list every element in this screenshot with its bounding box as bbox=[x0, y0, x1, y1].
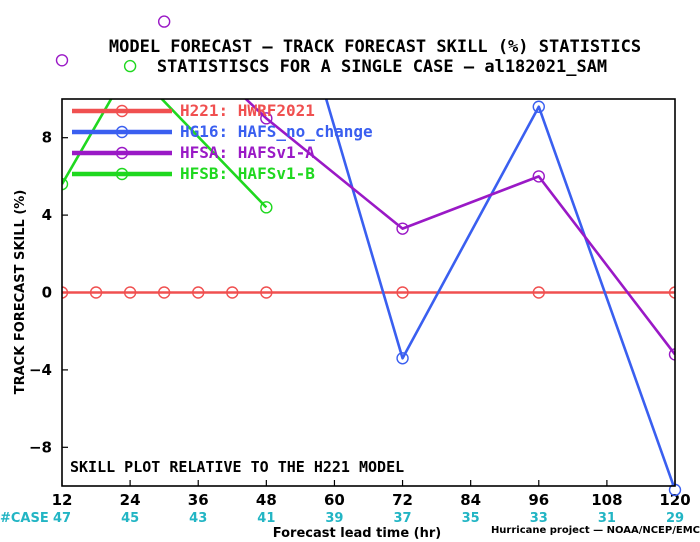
series-3 bbox=[62, 99, 273, 214]
data-point bbox=[62, 286, 69, 299]
legend: H221: HWRF2021 HG16: HAFS_no_change HFSA: … bbox=[72, 101, 373, 183]
data-point bbox=[260, 201, 273, 214]
series-2 bbox=[244, 99, 675, 361]
data-point bbox=[668, 286, 675, 299]
case-count: 35 bbox=[462, 511, 480, 526]
case-count: 47 bbox=[53, 511, 71, 526]
series-line bbox=[324, 99, 675, 486]
x-tick-label: 12 bbox=[52, 491, 73, 509]
legend-marker bbox=[115, 167, 129, 181]
y-axis-label: TRACK FORECAST SKILL (%) bbox=[13, 190, 28, 395]
case-count: 33 bbox=[530, 511, 548, 526]
series-layer bbox=[62, 99, 675, 486]
data-point bbox=[668, 348, 675, 361]
x-tick-label: 84 bbox=[460, 491, 481, 509]
y-tick-label: −4 bbox=[29, 361, 52, 379]
case-counts: 47 45 43 41 39 37 35 33 31 29 bbox=[53, 511, 684, 526]
chart-subtitle: STATISTISCS FOR A SINGLE CASE — al182021… bbox=[157, 57, 607, 77]
case-count: 31 bbox=[598, 511, 616, 526]
data-point bbox=[260, 112, 273, 125]
x-tick-label: 120 bbox=[659, 491, 690, 509]
x-tick-label: 60 bbox=[324, 491, 345, 509]
annotation-text: SKILL PLOT RELATIVE TO THE H221 MODEL bbox=[70, 458, 404, 476]
legend-marker bbox=[115, 125, 129, 139]
x-axis-label: Forecast lead time (hr) bbox=[273, 526, 441, 541]
case-count: 43 bbox=[189, 511, 207, 526]
x-tick-label: 108 bbox=[591, 491, 622, 509]
plot-area: H221: HWRF2021 HG16: HAFS_no_change HFSA: … bbox=[62, 99, 675, 486]
legend-marker bbox=[115, 104, 129, 118]
data-point bbox=[157, 15, 171, 28]
data-point bbox=[123, 286, 137, 299]
data-point bbox=[396, 222, 409, 235]
case-count: 29 bbox=[666, 511, 684, 526]
x-tick-label: 48 bbox=[256, 491, 277, 509]
x-tick-label: 24 bbox=[120, 491, 141, 509]
data-point bbox=[192, 286, 205, 299]
data-point bbox=[532, 286, 545, 299]
x-tick-label: 72 bbox=[392, 491, 413, 509]
chart-title: MODEL FORECAST — TRACK FORECAST SKILL (%… bbox=[109, 37, 641, 57]
series-line bbox=[62, 99, 268, 209]
case-count: 45 bbox=[121, 511, 139, 526]
data-point bbox=[226, 286, 239, 299]
data-point bbox=[62, 177, 69, 191]
y-tick-label: 0 bbox=[42, 284, 52, 302]
data-point bbox=[55, 54, 69, 67]
data-point bbox=[396, 352, 409, 365]
data-point bbox=[89, 286, 103, 299]
data-point bbox=[532, 170, 545, 183]
case-count: 41 bbox=[257, 511, 275, 526]
case-count: 39 bbox=[325, 511, 343, 526]
data-point bbox=[532, 100, 545, 113]
x-tick-label: 96 bbox=[528, 491, 549, 509]
case-count: 37 bbox=[394, 511, 412, 526]
series-1 bbox=[324, 99, 675, 486]
x-tick-labels: 12 24 36 48 60 72 84 96 108 120 bbox=[52, 480, 691, 509]
legend-marker bbox=[115, 146, 129, 160]
legend-label: HFSB: HAFSv1-B bbox=[180, 164, 315, 183]
series-0 bbox=[62, 286, 675, 299]
y-tick-labels: −8 −4 0 4 8 bbox=[29, 129, 68, 456]
credit-text: Hurricane project — NOAA/NCEP/EMC bbox=[491, 525, 700, 536]
y-tick-label: 4 bbox=[42, 206, 52, 224]
y-tick-label: 8 bbox=[42, 129, 52, 147]
legend-label: HFSA: HAFSv1-A bbox=[180, 143, 315, 162]
y-tick-label: −8 bbox=[29, 438, 52, 456]
data-point bbox=[396, 286, 409, 299]
legend-label: H221: HWRF2021 bbox=[180, 101, 315, 120]
plot-frame bbox=[61, 98, 676, 487]
case-count-label: #CASE bbox=[0, 511, 49, 526]
legend-label: HG16: HAFS_no_change bbox=[180, 122, 373, 141]
data-point bbox=[260, 286, 273, 299]
x-tick-label: 36 bbox=[188, 491, 209, 509]
series-line bbox=[244, 99, 675, 356]
data-point bbox=[123, 59, 137, 73]
data-point bbox=[157, 286, 171, 299]
